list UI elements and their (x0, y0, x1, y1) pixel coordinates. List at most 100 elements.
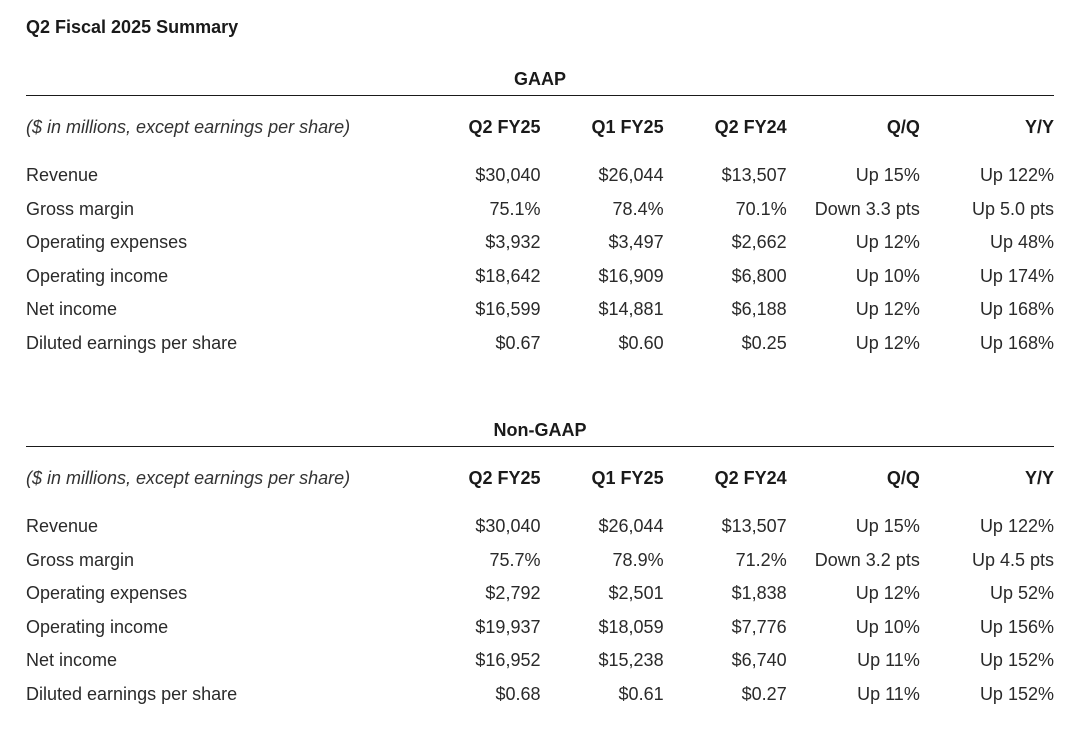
cell-qq: Up 12% (855, 332, 920, 353)
row-label: Net income (26, 299, 118, 320)
non-gaap-section: Non-GAAP ($ in millions, except earnings… (26, 417, 1054, 712)
column-header-q2-fy25: Q2 FY25 (468, 117, 541, 137)
row-label: Operating income (26, 265, 169, 286)
table-row: Diluted earnings per share $0.67 $0.60 $… (26, 327, 1054, 361)
page-title: Q2 Fiscal 2025 Summary (26, 17, 239, 37)
table-row: Diluted earnings per share $0.68 $0.61 $… (26, 678, 1054, 712)
table-row: Operating income $18,642 $16,909 $6,800 … (26, 260, 1054, 294)
cell-yy: Up 156% (979, 616, 1054, 637)
gaap-section: GAAP ($ in millions, except earnings per… (26, 66, 1054, 361)
cell-q2-fy24: $0.27 (741, 683, 787, 704)
cell-q1-fy25: $15,238 (598, 650, 664, 671)
cell-q2-fy24: $7,776 (731, 616, 787, 637)
column-header-yy: Y/Y (1024, 468, 1054, 488)
column-header-q1-fy25: Q1 FY25 (591, 468, 664, 488)
cell-q2-fy25: $3,932 (485, 232, 541, 253)
row-label: Operating expenses (26, 232, 188, 253)
row-label: Net income (26, 650, 118, 671)
cell-q1-fy25: $3,497 (608, 232, 664, 253)
table-row: Net income $16,599 $14,881 $6,188 Up 12%… (26, 293, 1054, 327)
column-header-qq: Q/Q (886, 117, 920, 137)
column-header-q2-fy24: Q2 FY24 (714, 117, 787, 137)
section-heading-rule: GAAP (26, 66, 1054, 96)
cell-q2-fy24: $13,507 (721, 165, 787, 185)
column-header-qq: Q/Q (886, 468, 920, 488)
cell-qq: Up 12% (855, 299, 920, 320)
row-label: Revenue (26, 165, 99, 185)
cell-q2-fy24: 71.2% (735, 549, 787, 570)
cell-q1-fy25: $0.61 (618, 683, 664, 704)
section-heading: GAAP (513, 69, 566, 89)
table-row: Operating expenses $3,932 $3,497 $2,662 … (26, 226, 1054, 260)
cell-q2-fy24: $6,188 (731, 299, 787, 320)
cell-qq: Up 10% (855, 265, 920, 286)
cell-q2-fy25: 75.1% (489, 198, 541, 219)
table-header-row: ($ in millions, except earnings per shar… (26, 96, 1054, 159)
column-header-q2-fy25: Q2 FY25 (468, 468, 541, 488)
non-gaap-table: ($ in millions, except earnings per shar… (26, 447, 1054, 712)
cell-qq: Up 11% (857, 650, 920, 671)
table-row: Gross margin 75.1% 78.4% 70.1% Down 3.3 … (26, 193, 1054, 227)
cell-q1-fy25: $2,501 (608, 583, 664, 604)
table-row: Net income $16,952 $15,238 $6,740 Up 11%… (26, 644, 1054, 678)
cell-q2-fy25: $30,040 (475, 516, 541, 536)
cell-qq: Down 3.2 pts (814, 549, 920, 570)
cell-q1-fy25: $14,881 (598, 299, 664, 320)
units-note: ($ in millions, except earnings per shar… (26, 117, 351, 137)
cell-qq: Up 15% (855, 165, 920, 185)
cell-q2-fy25: 75.7% (489, 549, 541, 570)
cell-qq: Up 12% (855, 232, 920, 253)
table-row: Revenue $30,040 $26,044 $13,507 Up 15% U… (26, 159, 1054, 193)
cell-q2-fy25: $2,792 (485, 583, 541, 604)
cell-qq: Down 3.3 pts (814, 198, 920, 219)
cell-q2-fy25: $16,952 (475, 650, 541, 671)
column-header-yy: Y/Y (1024, 117, 1054, 137)
cell-yy: Up 122% (979, 516, 1054, 536)
table-row: Gross margin 75.7% 78.9% 71.2% Down 3.2 … (26, 544, 1054, 578)
cell-qq: Up 11% (857, 683, 920, 704)
table-header-row: ($ in millions, except earnings per shar… (26, 447, 1054, 510)
section-heading: Non-GAAP (493, 420, 587, 440)
cell-qq: Up 10% (855, 616, 920, 637)
column-header-q2-fy24: Q2 FY24 (714, 468, 787, 488)
cell-q2-fy25: $0.67 (495, 332, 541, 353)
cell-yy: Up 48% (989, 232, 1054, 253)
cell-q1-fy25: $26,044 (598, 165, 664, 185)
cell-q2-fy24: $1,838 (731, 583, 787, 604)
cell-yy: Up 168% (979, 299, 1054, 320)
section-heading-rule: Non-GAAP (26, 417, 1054, 447)
table-row: Operating expenses $2,792 $2,501 $1,838 … (26, 577, 1054, 611)
table-row: Operating income $19,937 $18,059 $7,776 … (26, 611, 1054, 645)
units-note: ($ in millions, except earnings per shar… (26, 468, 351, 488)
cell-q2-fy24: $6,800 (731, 265, 787, 286)
cell-qq: Up 15% (855, 516, 920, 536)
cell-yy: Up 4.5 pts (971, 549, 1054, 570)
cell-yy: Up 52% (989, 583, 1054, 604)
cell-q2-fy24: $2,662 (731, 232, 787, 253)
cell-qq: Up 12% (855, 583, 920, 604)
table-row: Revenue $30,040 $26,044 $13,507 Up 15% U… (26, 510, 1054, 544)
cell-yy: Up 174% (979, 265, 1054, 286)
cell-q1-fy25: $0.60 (618, 332, 664, 353)
row-label: Gross margin (26, 198, 135, 219)
cell-q2-fy24: 70.1% (735, 198, 787, 219)
cell-q2-fy25: $18,642 (475, 265, 541, 286)
cell-q2-fy24: $13,507 (721, 516, 787, 536)
cell-q1-fy25: 78.4% (612, 198, 664, 219)
cell-q2-fy25: $30,040 (475, 165, 541, 185)
cell-yy: Up 122% (979, 165, 1054, 185)
row-label: Operating expenses (26, 583, 188, 604)
cell-q2-fy25: $0.68 (495, 683, 541, 704)
gaap-table: ($ in millions, except earnings per shar… (26, 96, 1054, 361)
cell-yy: Up 5.0 pts (971, 198, 1054, 219)
row-label: Diluted earnings per share (26, 332, 238, 353)
row-label: Revenue (26, 516, 99, 536)
cell-yy: Up 152% (979, 650, 1054, 671)
cell-q2-fy25: $16,599 (475, 299, 541, 320)
row-label: Gross margin (26, 549, 135, 570)
cell-yy: Up 152% (979, 683, 1054, 704)
row-label: Diluted earnings per share (26, 683, 238, 704)
row-label: Operating income (26, 616, 169, 637)
cell-q2-fy25: $19,937 (475, 616, 541, 637)
cell-q1-fy25: 78.9% (612, 549, 664, 570)
